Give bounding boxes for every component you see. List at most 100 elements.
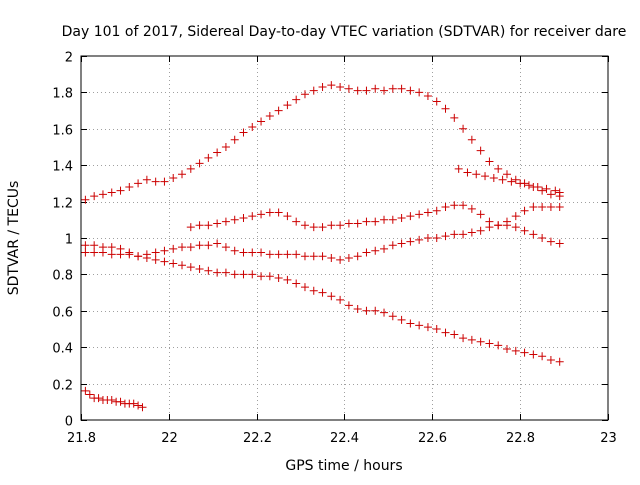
data-point [467, 204, 476, 213]
data-point [265, 112, 274, 121]
data-point [432, 206, 441, 215]
data-point [318, 288, 327, 297]
data-point [459, 124, 468, 133]
data-point [169, 244, 178, 253]
data-point [178, 170, 187, 179]
y-tick-label: 1.2 [52, 197, 73, 212]
data-point [204, 221, 213, 230]
data-point [371, 84, 380, 93]
data-point [344, 84, 353, 93]
data-point [213, 148, 222, 157]
data-point [551, 186, 560, 195]
data-point [529, 230, 538, 239]
data-point [380, 215, 389, 224]
y-tick-label: 0 [65, 415, 73, 430]
y-axis-title: SDTVAR / TECUs [6, 181, 22, 296]
data-point [353, 86, 362, 95]
y-tick-label: 1.6 [52, 124, 73, 139]
data-point [292, 250, 301, 259]
data-point [388, 84, 397, 93]
data-point [450, 230, 459, 239]
data-point [81, 248, 90, 257]
data-point [555, 203, 564, 212]
plot-frame [80, 55, 609, 421]
data-point [169, 173, 178, 182]
data-point [213, 239, 222, 248]
data-point [502, 170, 511, 179]
data-point [463, 168, 472, 177]
data-point [300, 283, 309, 292]
data-point [494, 164, 503, 173]
data-point [134, 252, 143, 261]
data-point [309, 252, 318, 261]
data-point [441, 203, 450, 212]
data-point [221, 217, 230, 226]
data-point [502, 217, 511, 226]
data-point [230, 215, 239, 224]
x-tick-label: 22.6 [418, 431, 447, 446]
data-point [441, 104, 450, 113]
data-point [213, 268, 222, 277]
data-point [248, 248, 257, 257]
x-tick-label: 23 [600, 431, 617, 446]
data-point [406, 212, 415, 221]
data-point [309, 223, 318, 232]
data-point [397, 84, 406, 93]
data-point [353, 219, 362, 228]
data-point [546, 237, 555, 246]
data-point [94, 394, 103, 403]
chart-title: Day 101 of 2017, Sidereal Day-to-day VTE… [62, 24, 627, 40]
data-point [388, 241, 397, 250]
data-point [388, 215, 397, 224]
data-point [204, 266, 213, 275]
data-point [248, 122, 257, 131]
data-point [344, 301, 353, 310]
data-point [485, 339, 494, 348]
data-point [195, 159, 204, 168]
data-point [406, 237, 415, 246]
data-point [546, 203, 555, 212]
data-point [160, 257, 169, 266]
y-tick-label: 0.6 [52, 306, 73, 321]
data-point [221, 243, 230, 252]
data-point [555, 239, 564, 248]
data-point [520, 348, 529, 357]
data-point [116, 397, 125, 406]
data-point [432, 325, 441, 333]
data-point [151, 177, 160, 186]
data-point [160, 246, 169, 255]
data-point [344, 254, 353, 263]
data-point [450, 201, 459, 210]
data-point [529, 203, 538, 212]
data-point [555, 357, 564, 366]
data-point [511, 346, 520, 355]
data-point [248, 212, 257, 221]
data-point [248, 270, 257, 279]
data-point [142, 175, 151, 184]
data-point [546, 190, 555, 199]
data-point [81, 386, 90, 395]
data-point [397, 239, 406, 248]
data-point [116, 186, 125, 195]
data-point [423, 234, 432, 242]
data-point [459, 201, 468, 210]
data-point [511, 175, 520, 184]
data-point [336, 255, 345, 264]
x-axis-title: GPS time / hours [285, 458, 402, 474]
data-point [186, 164, 195, 173]
data-point [538, 186, 547, 195]
data-point [467, 135, 476, 144]
data-point [265, 250, 274, 259]
data-point [362, 248, 371, 257]
data-point [380, 308, 389, 317]
data-point [81, 241, 90, 250]
data-point [524, 181, 533, 190]
data-point [195, 241, 204, 250]
data-point [274, 208, 283, 217]
data-point [107, 395, 116, 404]
data-point [432, 234, 441, 242]
data-point [498, 175, 507, 184]
data-point [406, 319, 415, 328]
data-point [494, 341, 503, 350]
data-point [98, 190, 107, 199]
